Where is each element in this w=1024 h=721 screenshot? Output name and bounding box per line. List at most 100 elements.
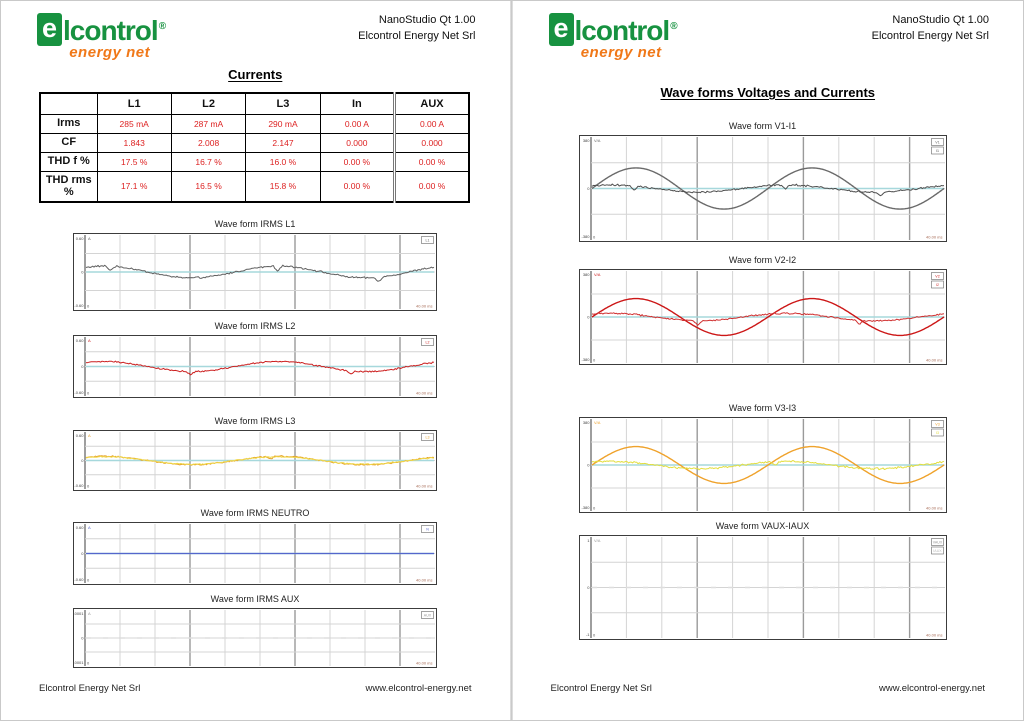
cell-value: 15.8 % (245, 170, 321, 203)
cell-value: 16.0 % (245, 151, 321, 172)
cell-value: 2.008 (170, 132, 247, 153)
svg-text:N: N (426, 528, 429, 532)
cell-value: 290 mA (245, 113, 321, 134)
chart-v3-i3: Wave form V3-I3 380 0 -380 V/A V3 I3 0 40.00 ms (578, 403, 947, 513)
footer-website: www.elcontrol-energy.net (365, 683, 472, 694)
chart-title: Wave form IRMS AUX (210, 594, 300, 604)
svg-text:380: 380 (582, 272, 589, 277)
chart-title: Wave form V1-I1 (728, 121, 797, 131)
cell-value: 285 mA (96, 113, 172, 134)
chart-title: Wave form VAUX-IAUX (715, 521, 810, 531)
report-header-info: NanoStudio Qt 1.00 Elcontrol Energy Net … (872, 13, 989, 45)
svg-text:0: 0 (587, 585, 590, 590)
svg-text:40.00 ms: 40.00 ms (416, 661, 432, 666)
svg-text:VAUX: VAUX (932, 541, 942, 545)
col-header-l1: L1 (96, 92, 172, 115)
svg-text:0: 0 (87, 661, 90, 666)
chart-title: Wave form IRMS L1 (214, 219, 296, 229)
svg-text:V3: V3 (935, 423, 939, 427)
svg-text:0: 0 (587, 186, 590, 191)
cell-value: 17.1 % (96, 170, 172, 203)
svg-text:380: 380 (582, 138, 589, 143)
cell-value: 0.000 (393, 132, 470, 153)
col-header-l3: L3 (245, 92, 321, 115)
svg-text:-0.60: -0.60 (74, 577, 84, 582)
svg-text:0.60: 0.60 (76, 338, 85, 343)
col-header-l2: L2 (170, 92, 247, 115)
row-label-thd-f: THD f % (39, 151, 98, 172)
waveform-plot-irms-l2: 0.600-0.60A L20 40.00 ms (73, 335, 437, 398)
table-row: Irms 285 mA 287 mA 290 mA 0.00 A 0.00 A (39, 113, 470, 134)
svg-text:0: 0 (593, 235, 596, 240)
svg-text:AUX: AUX (424, 614, 432, 618)
svg-text:40.00 ms: 40.00 ms (926, 506, 942, 511)
registered-trademark-icon: ® (670, 21, 678, 32)
page-title: Wave forms Voltages and Currents (660, 85, 876, 100)
cell-value: 0.00 % (319, 151, 396, 172)
svg-text:0: 0 (587, 463, 590, 468)
cell-value: 16.7 % (170, 151, 247, 172)
svg-text:40.00 ms: 40.00 ms (416, 391, 432, 396)
col-header-in: In (319, 92, 396, 115)
cell-value: 0.000 (319, 132, 396, 153)
footer-website: www.elcontrol-energy.net (879, 683, 985, 694)
page-header: e lcontrol ® energy net NanoStudio Qt 1.… (37, 13, 476, 60)
svg-text:V/A: V/A (594, 420, 601, 425)
svg-text:0.60: 0.60 (76, 433, 85, 438)
svg-text:V/A: V/A (594, 272, 601, 277)
svg-text:V/A: V/A (594, 538, 601, 543)
svg-text:40.00 ms: 40.00 ms (926, 633, 942, 638)
registered-trademark-icon: ® (158, 21, 167, 32)
svg-text:0: 0 (87, 391, 90, 396)
report-header-info: NanoStudio Qt 1.00 Elcontrol Energy Net … (358, 13, 475, 45)
svg-text:40.00 ms: 40.00 ms (416, 484, 432, 489)
svg-text:L3: L3 (426, 436, 430, 440)
svg-text:40.00 ms: 40.00 ms (926, 235, 942, 240)
waveform-plot-vaux-iaux: 1 0 -1 V/A VAUX IAUX 0 40.00 ms (578, 535, 947, 640)
cell-value: 17.5 % (96, 151, 172, 172)
currents-table: L1 L2 L3 In AUX Irms 285 mA 287 mA 290 m… (39, 92, 470, 203)
page-waveforms: e lcontrol ® energy net NanoStudio Qt 1.… (512, 1, 1023, 720)
svg-text:0: 0 (587, 315, 590, 320)
company-name: Elcontrol Energy Net Srl (871, 29, 989, 42)
svg-text:0: 0 (81, 270, 84, 275)
elcontrol-logo: e lcontrol ® energy net (37, 13, 166, 60)
cell-value: 0.00 A (319, 113, 396, 134)
chart-irms-l3: Wave form IRMS L3 0.60 0 -0.60 A L3 0 40.00 ms (73, 416, 437, 491)
cell-value: 16.5 % (170, 170, 247, 203)
logo-wordmark: lcontrol (574, 15, 671, 46)
chart-v1-i1: Wave form V1-I1 380 0 -380 V/A V1 I1 0 40.00 ms (578, 121, 947, 242)
page-title: Currents (228, 67, 283, 82)
svg-text:A: A (88, 433, 91, 438)
svg-text:I2: I2 (936, 283, 939, 287)
svg-text:IAUX: IAUX (933, 549, 942, 553)
svg-text:40.00 ms: 40.00 ms (416, 578, 432, 583)
cell-value: 0.00 % (393, 170, 470, 203)
table-corner-cell (39, 92, 98, 115)
svg-text:0.60: 0.60 (76, 236, 85, 241)
svg-text:L1: L1 (426, 239, 430, 243)
svg-text:I1: I1 (936, 149, 939, 153)
svg-text:0: 0 (593, 506, 596, 511)
page-currents: e lcontrol ® energy net NanoStudio Qt 1.… (1, 1, 510, 720)
page-header: e lcontrol ® energy net NanoStudio Qt 1.… (548, 13, 989, 60)
cell-value: 0.00 A (393, 113, 470, 134)
row-label-irms: Irms (39, 113, 98, 134)
svg-text:I3: I3 (936, 431, 939, 435)
chart-irms-neutro: Wave form IRMS NEUTRO 0.60 0 -0.60 A N 0 40.00… (73, 508, 437, 585)
svg-text:0: 0 (81, 551, 84, 556)
svg-text:0.0001: 0.0001 (73, 611, 84, 616)
cell-value: 287 mA (170, 113, 247, 134)
svg-text:V2: V2 (935, 275, 939, 279)
page-footer: Elcontrol Energy Net Srl www.elcontrol-e… (39, 683, 472, 694)
svg-text:A: A (88, 611, 91, 616)
svg-text:40.00 ms: 40.00 ms (416, 304, 432, 309)
logo-e-mark: e (37, 13, 63, 46)
svg-text:0: 0 (81, 458, 84, 463)
page-footer: Elcontrol Energy Net Srl www.elcontrol-e… (551, 683, 986, 694)
svg-text:-0.60: -0.60 (74, 303, 84, 308)
